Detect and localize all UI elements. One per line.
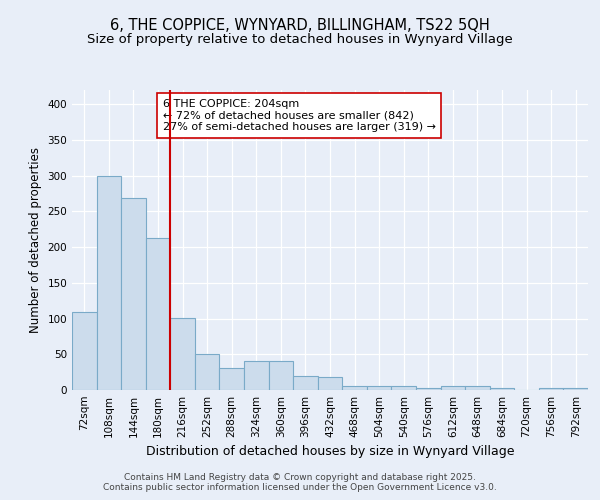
Bar — [195, 354, 220, 390]
Bar — [391, 386, 416, 390]
Bar — [146, 238, 170, 390]
Text: Size of property relative to detached houses in Wynyard Village: Size of property relative to detached ho… — [87, 32, 513, 46]
Bar — [244, 362, 269, 390]
Bar — [367, 386, 391, 390]
Bar — [293, 376, 318, 390]
Bar — [72, 312, 97, 390]
Bar — [440, 386, 465, 390]
Bar — [97, 176, 121, 390]
Text: Contains HM Land Registry data © Crown copyright and database right 2025.
Contai: Contains HM Land Registry data © Crown c… — [103, 473, 497, 492]
Bar — [121, 198, 146, 390]
X-axis label: Distribution of detached houses by size in Wynyard Village: Distribution of detached houses by size … — [146, 446, 514, 458]
Bar — [416, 388, 440, 390]
Bar — [318, 377, 342, 390]
Bar — [539, 388, 563, 390]
Bar — [220, 368, 244, 390]
Text: 6, THE COPPICE, WYNYARD, BILLINGHAM, TS22 5QH: 6, THE COPPICE, WYNYARD, BILLINGHAM, TS2… — [110, 18, 490, 32]
Text: 6 THE COPPICE: 204sqm
← 72% of detached houses are smaller (842)
27% of semi-det: 6 THE COPPICE: 204sqm ← 72% of detached … — [163, 99, 436, 132]
Bar — [342, 386, 367, 390]
Bar — [269, 362, 293, 390]
Bar — [465, 386, 490, 390]
Bar — [563, 388, 588, 390]
Bar — [170, 318, 195, 390]
Y-axis label: Number of detached properties: Number of detached properties — [29, 147, 42, 333]
Bar — [490, 388, 514, 390]
